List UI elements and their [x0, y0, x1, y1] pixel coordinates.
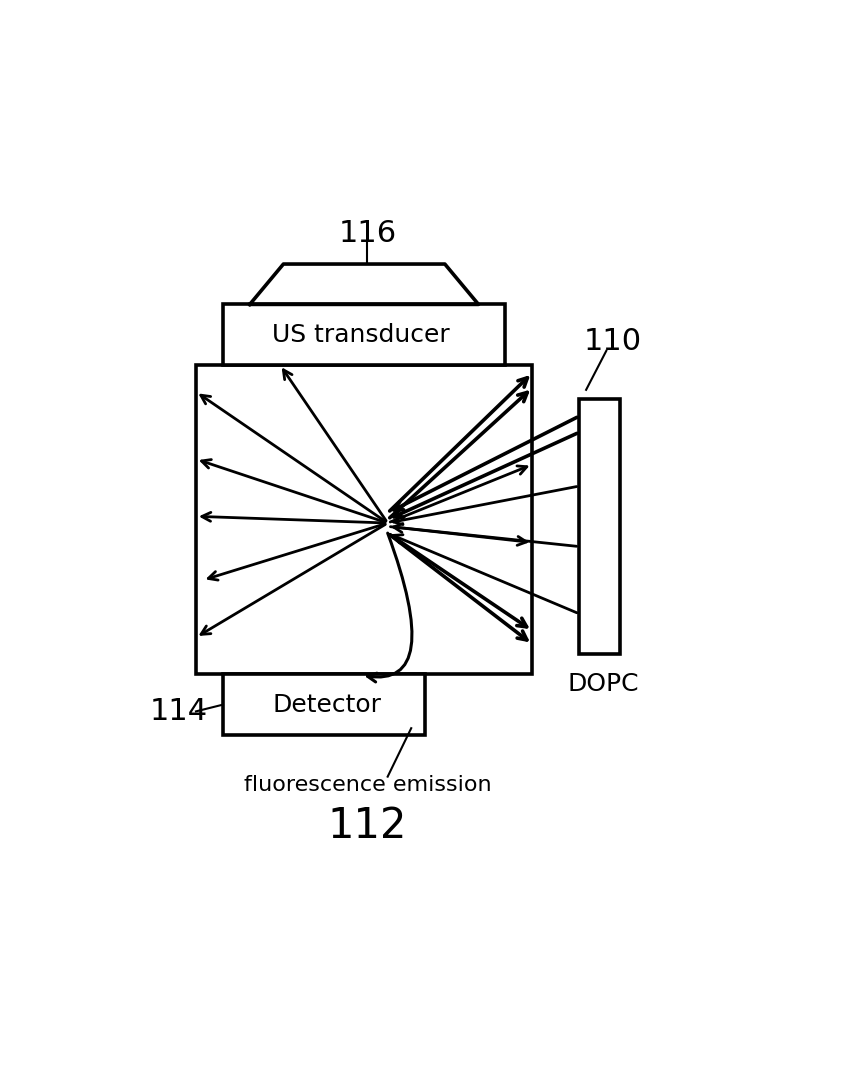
Text: 116: 116: [339, 219, 397, 248]
Text: 114: 114: [150, 697, 208, 726]
Bar: [580, 399, 620, 654]
Polygon shape: [250, 264, 478, 305]
Text: 112: 112: [328, 805, 407, 847]
Text: Detector: Detector: [273, 693, 382, 716]
Bar: [223, 305, 505, 365]
Text: 110: 110: [584, 327, 642, 356]
Text: DOPC: DOPC: [567, 672, 639, 697]
Text: fluorescence emission: fluorescence emission: [244, 775, 491, 795]
Bar: [196, 365, 532, 675]
FancyArrowPatch shape: [367, 533, 412, 682]
Bar: [223, 675, 424, 734]
Text: US transducer: US transducer: [272, 323, 450, 346]
